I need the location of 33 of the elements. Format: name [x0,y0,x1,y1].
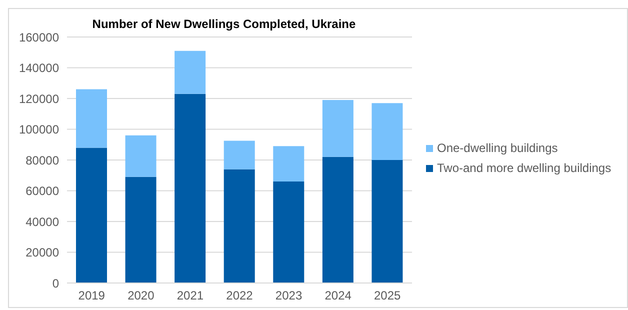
y-tick-label: 60000 [26,184,60,198]
y-tick-label: 100000 [18,122,60,137]
x-tick-label: 2020 [128,288,155,303]
bar [273,146,304,182]
y-tick-label: 40000 [26,214,60,229]
x-tick-label: 2021 [176,288,204,303]
x-tick-label: 2025 [374,288,402,303]
bar [76,148,107,283]
y-tick-label: 140000 [18,61,60,76]
bar [125,135,156,177]
bar [372,160,403,283]
x-tick-label: 2019 [78,288,106,303]
y-tick-label: 20000 [26,246,60,260]
y-tick-label: 160000 [18,30,60,44]
y-tick-label: 0 [52,276,60,290]
bar [322,100,354,157]
bar [174,94,206,283]
bar [174,50,206,94]
bar [273,182,304,283]
x-tick-label: 2023 [275,288,302,303]
bar [322,156,354,283]
legend-label: One-dwelling buildings [437,141,558,155]
x-tick-label: 2022 [226,288,254,303]
x-tick-label: 2024 [324,288,352,303]
bar [224,140,255,170]
y-tick-label: 80000 [26,153,60,168]
bar [372,103,403,160]
bar [125,176,156,283]
bar [76,89,107,148]
y-tick-label: 120000 [18,92,60,106]
chart-title: Number of New Dwellings Completed, Ukraine [91,17,357,31]
bar [224,169,255,283]
legend-label: Two-and more dwelling buildings [437,161,612,175]
